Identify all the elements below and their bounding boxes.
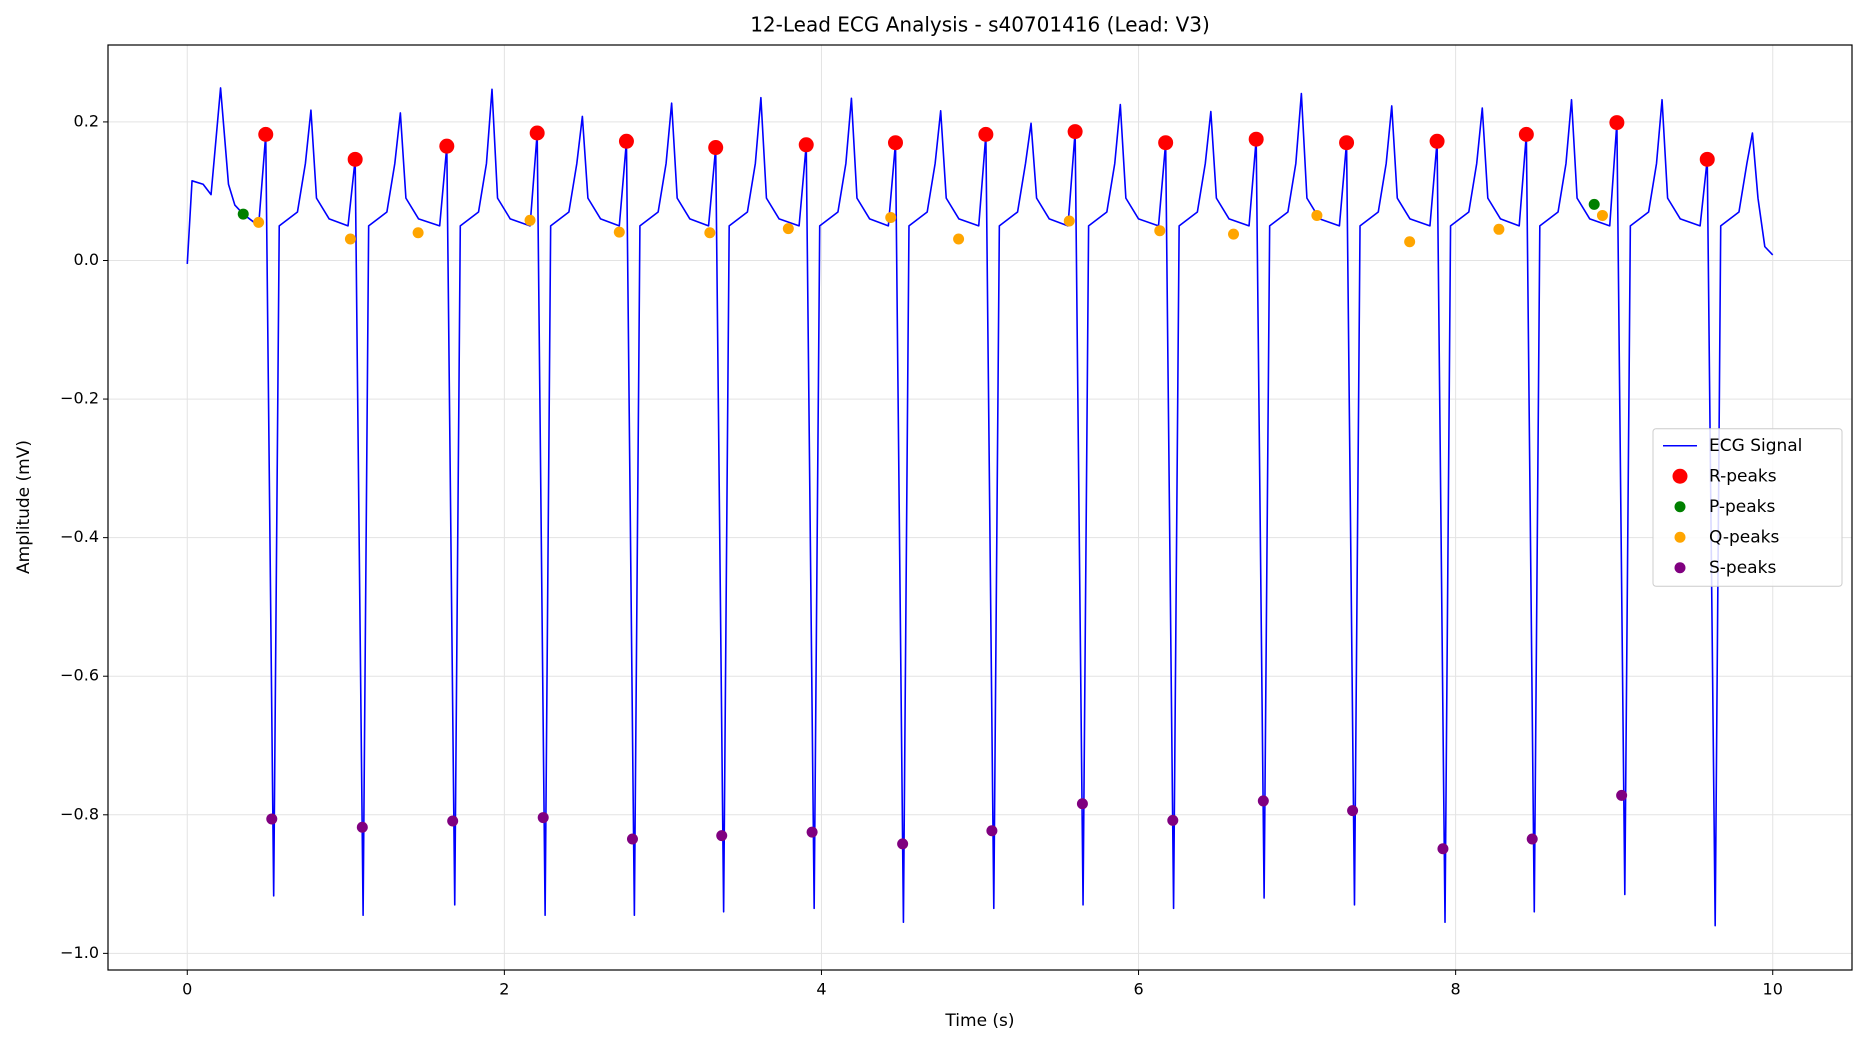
peak-marker [613, 226, 625, 238]
legend-swatch [1674, 501, 1686, 513]
legend-swatch [1672, 468, 1688, 484]
y-axis-label: Amplitude (mV) [14, 440, 34, 574]
peak-marker [798, 137, 814, 153]
legend-label: P-peaks [1709, 497, 1776, 517]
x-tick-label: 2 [499, 980, 509, 999]
legend-swatch [1674, 562, 1686, 574]
peak-marker [885, 212, 897, 224]
peak-marker [266, 813, 278, 825]
peak-marker [1311, 209, 1323, 221]
peak-marker [258, 126, 274, 142]
legend-label: R-peaks [1709, 466, 1777, 486]
legend-box [1652, 428, 1843, 587]
x-tick-label: 0 [182, 980, 192, 999]
peak-marker [887, 135, 903, 151]
legend-label: ECG Signal [1709, 436, 1802, 456]
peak-marker [1609, 115, 1625, 131]
legend-label: S-peaks [1709, 558, 1776, 578]
peak-marker [986, 825, 998, 837]
y-tick-label: −1.0 [60, 943, 99, 962]
peak-marker [1493, 223, 1505, 235]
x-tick-label: 10 [1763, 980, 1783, 999]
legend-swatch [1674, 531, 1686, 543]
peak-marker [618, 133, 634, 149]
peak-marker [1518, 126, 1534, 142]
y-tick-label: 0.0 [74, 250, 99, 269]
peak-marker [978, 126, 994, 142]
peak-marker [953, 233, 965, 245]
peak-marker [708, 140, 724, 156]
peak-marker [806, 826, 818, 838]
peak-marker [1339, 135, 1355, 151]
peak-marker [1699, 151, 1715, 167]
peak-marker [1228, 228, 1240, 240]
x-tick-label: 6 [1133, 980, 1143, 999]
peak-marker [253, 216, 265, 228]
x-axis-label: Time (s) [944, 1011, 1014, 1031]
peak-marker [1154, 225, 1166, 237]
y-tick-label: −0.4 [60, 527, 99, 546]
peak-marker [1437, 843, 1449, 855]
peak-marker [1526, 833, 1538, 845]
peak-marker [1248, 131, 1264, 147]
legend: ECG Signal R-peaks P-peaks Q-peaks S-peaks [1652, 428, 1843, 587]
y-tick-label: −0.2 [60, 389, 99, 408]
peak-marker [529, 125, 545, 141]
peak-marker [1616, 789, 1628, 801]
peak-marker [897, 838, 909, 850]
peak-marker [1063, 215, 1075, 227]
peak-marker [1588, 198, 1600, 210]
peak-marker [1167, 814, 1179, 826]
peak-marker [1596, 209, 1608, 221]
peak-marker [1076, 798, 1088, 810]
peak-marker [439, 138, 455, 154]
peak-marker [237, 208, 249, 220]
peak-marker [537, 812, 549, 824]
peak-marker [347, 151, 363, 167]
peak-marker [1067, 124, 1083, 140]
x-tick-label: 8 [1451, 980, 1461, 999]
peak-marker [1429, 133, 1445, 149]
y-tick-label: −0.6 [60, 666, 99, 685]
peak-marker [704, 227, 716, 239]
ecg-line [186, 87, 1774, 927]
peak-marker [356, 821, 368, 833]
peak-marker [524, 214, 536, 226]
peak-marker [412, 227, 424, 239]
peak-marker [782, 223, 794, 235]
peak-marker [1257, 795, 1269, 807]
peak-marker [626, 833, 638, 845]
y-tick-label: 0.2 [74, 111, 99, 130]
peak-marker [344, 233, 356, 245]
peak-marker [447, 815, 459, 827]
peak-marker [1158, 135, 1174, 151]
peak-marker [1404, 236, 1416, 248]
x-tick-label: 4 [816, 980, 826, 999]
peak-marker [1347, 805, 1359, 817]
y-tick-label: −0.8 [60, 804, 99, 823]
peak-marker [716, 830, 728, 842]
axes-frame [107, 44, 1853, 971]
chart-title: 12-Lead ECG Analysis - s40701416 (Lead: … [750, 13, 1210, 37]
legend-label: Q-peaks [1709, 527, 1780, 547]
